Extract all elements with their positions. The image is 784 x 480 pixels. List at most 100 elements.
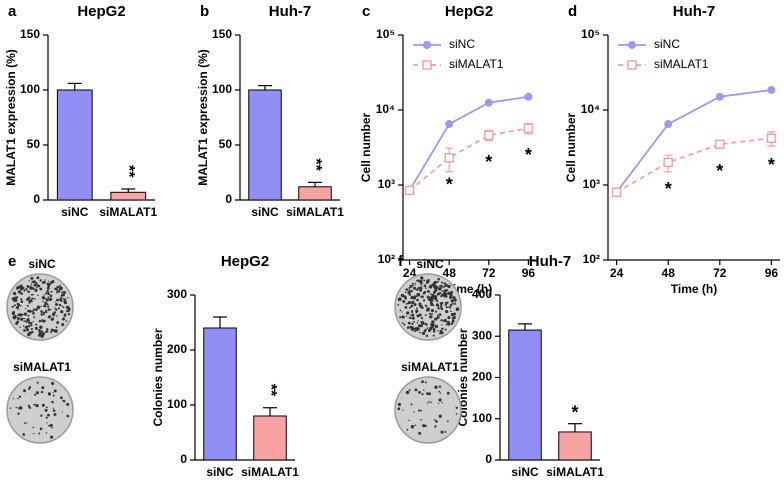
colony <box>438 390 440 393</box>
colony <box>429 293 432 295</box>
colony <box>52 407 55 409</box>
marker <box>715 139 725 149</box>
colony <box>427 402 429 404</box>
colony <box>57 289 61 293</box>
colony <box>59 284 61 287</box>
colony <box>21 313 24 316</box>
colony <box>32 321 35 323</box>
colony <box>24 325 28 329</box>
colony <box>421 331 426 336</box>
colony <box>50 290 53 293</box>
colony <box>440 281 444 284</box>
colony <box>412 284 414 287</box>
plate-label: siMALAT1 <box>401 360 459 374</box>
colony <box>450 322 454 325</box>
colony <box>437 314 439 316</box>
colony <box>437 287 442 291</box>
colony <box>57 285 59 288</box>
colony <box>61 305 63 308</box>
x-tick-label: 72 <box>482 266 496 280</box>
colony <box>27 404 30 407</box>
y-tick-label: 50 <box>27 137 41 151</box>
colony <box>446 391 450 395</box>
colony <box>13 304 16 307</box>
colony <box>447 322 451 326</box>
colony <box>400 293 405 298</box>
chart-title: HepG2 <box>221 253 269 270</box>
colony <box>404 306 408 309</box>
x-tick-label: 24 <box>610 266 624 280</box>
y-axis-label: Colonies number <box>151 328 165 426</box>
colony <box>415 309 419 313</box>
colony <box>36 276 40 280</box>
y-tick-label: 300 <box>167 287 187 301</box>
x-tick-label: siNC <box>251 205 279 219</box>
colony <box>411 328 415 332</box>
colony <box>438 285 441 287</box>
colony <box>52 391 54 393</box>
colony <box>26 285 30 288</box>
colony <box>44 311 47 314</box>
colony <box>430 328 433 330</box>
colony <box>35 308 38 312</box>
colony <box>25 320 28 323</box>
colony <box>403 323 406 326</box>
colony <box>61 411 63 413</box>
colony <box>425 287 427 289</box>
colony <box>62 293 65 297</box>
colony <box>62 290 65 293</box>
colony <box>408 316 412 319</box>
colony <box>416 321 419 324</box>
y-tick-label: 10⁵ <box>581 27 600 41</box>
colony <box>434 425 437 428</box>
colony <box>422 299 426 302</box>
y-tick-label: 10² <box>378 252 395 266</box>
colony <box>16 302 19 306</box>
colony <box>25 308 27 310</box>
y-tick-label: 10⁴ <box>376 102 395 116</box>
colony <box>420 321 422 323</box>
marker <box>664 120 673 129</box>
plate <box>6 376 74 444</box>
colony <box>407 321 411 325</box>
significance-mark: * <box>525 145 532 165</box>
colony <box>24 422 26 425</box>
colony <box>54 311 56 313</box>
chart-title: HepG2 <box>77 3 125 20</box>
x-tick-label: 24 <box>403 266 417 280</box>
colony <box>54 329 58 333</box>
colony <box>51 426 53 429</box>
colony <box>397 303 400 306</box>
colony <box>428 401 430 403</box>
panel-b: b Huh-7 MALAT1 expression (%) 0 50 100 150 siNC… <box>196 3 344 219</box>
colony <box>32 298 34 300</box>
colony <box>444 318 447 322</box>
series-line <box>408 95 529 191</box>
legend-label: siNC <box>654 37 680 51</box>
y-tick-label: 100 <box>167 397 187 411</box>
colony <box>47 296 50 299</box>
colony <box>438 313 442 316</box>
colony <box>34 393 37 396</box>
panel-label: b <box>200 3 209 20</box>
colony <box>449 303 453 307</box>
colony <box>11 305 14 308</box>
bar <box>56 89 93 201</box>
colony <box>438 385 442 388</box>
colony <box>58 303 62 307</box>
colony <box>33 280 36 283</box>
colony <box>417 286 420 289</box>
colony <box>28 406 31 409</box>
colony <box>39 325 43 329</box>
colony <box>445 283 448 287</box>
colony <box>427 281 430 284</box>
colony <box>65 305 69 309</box>
colony <box>56 298 59 302</box>
colony <box>23 318 26 320</box>
legend-label: siMALAT1 <box>449 57 504 71</box>
y-tick-label: 10⁵ <box>376 27 395 41</box>
colony <box>412 296 417 300</box>
colony <box>414 284 416 286</box>
colony <box>55 326 58 329</box>
